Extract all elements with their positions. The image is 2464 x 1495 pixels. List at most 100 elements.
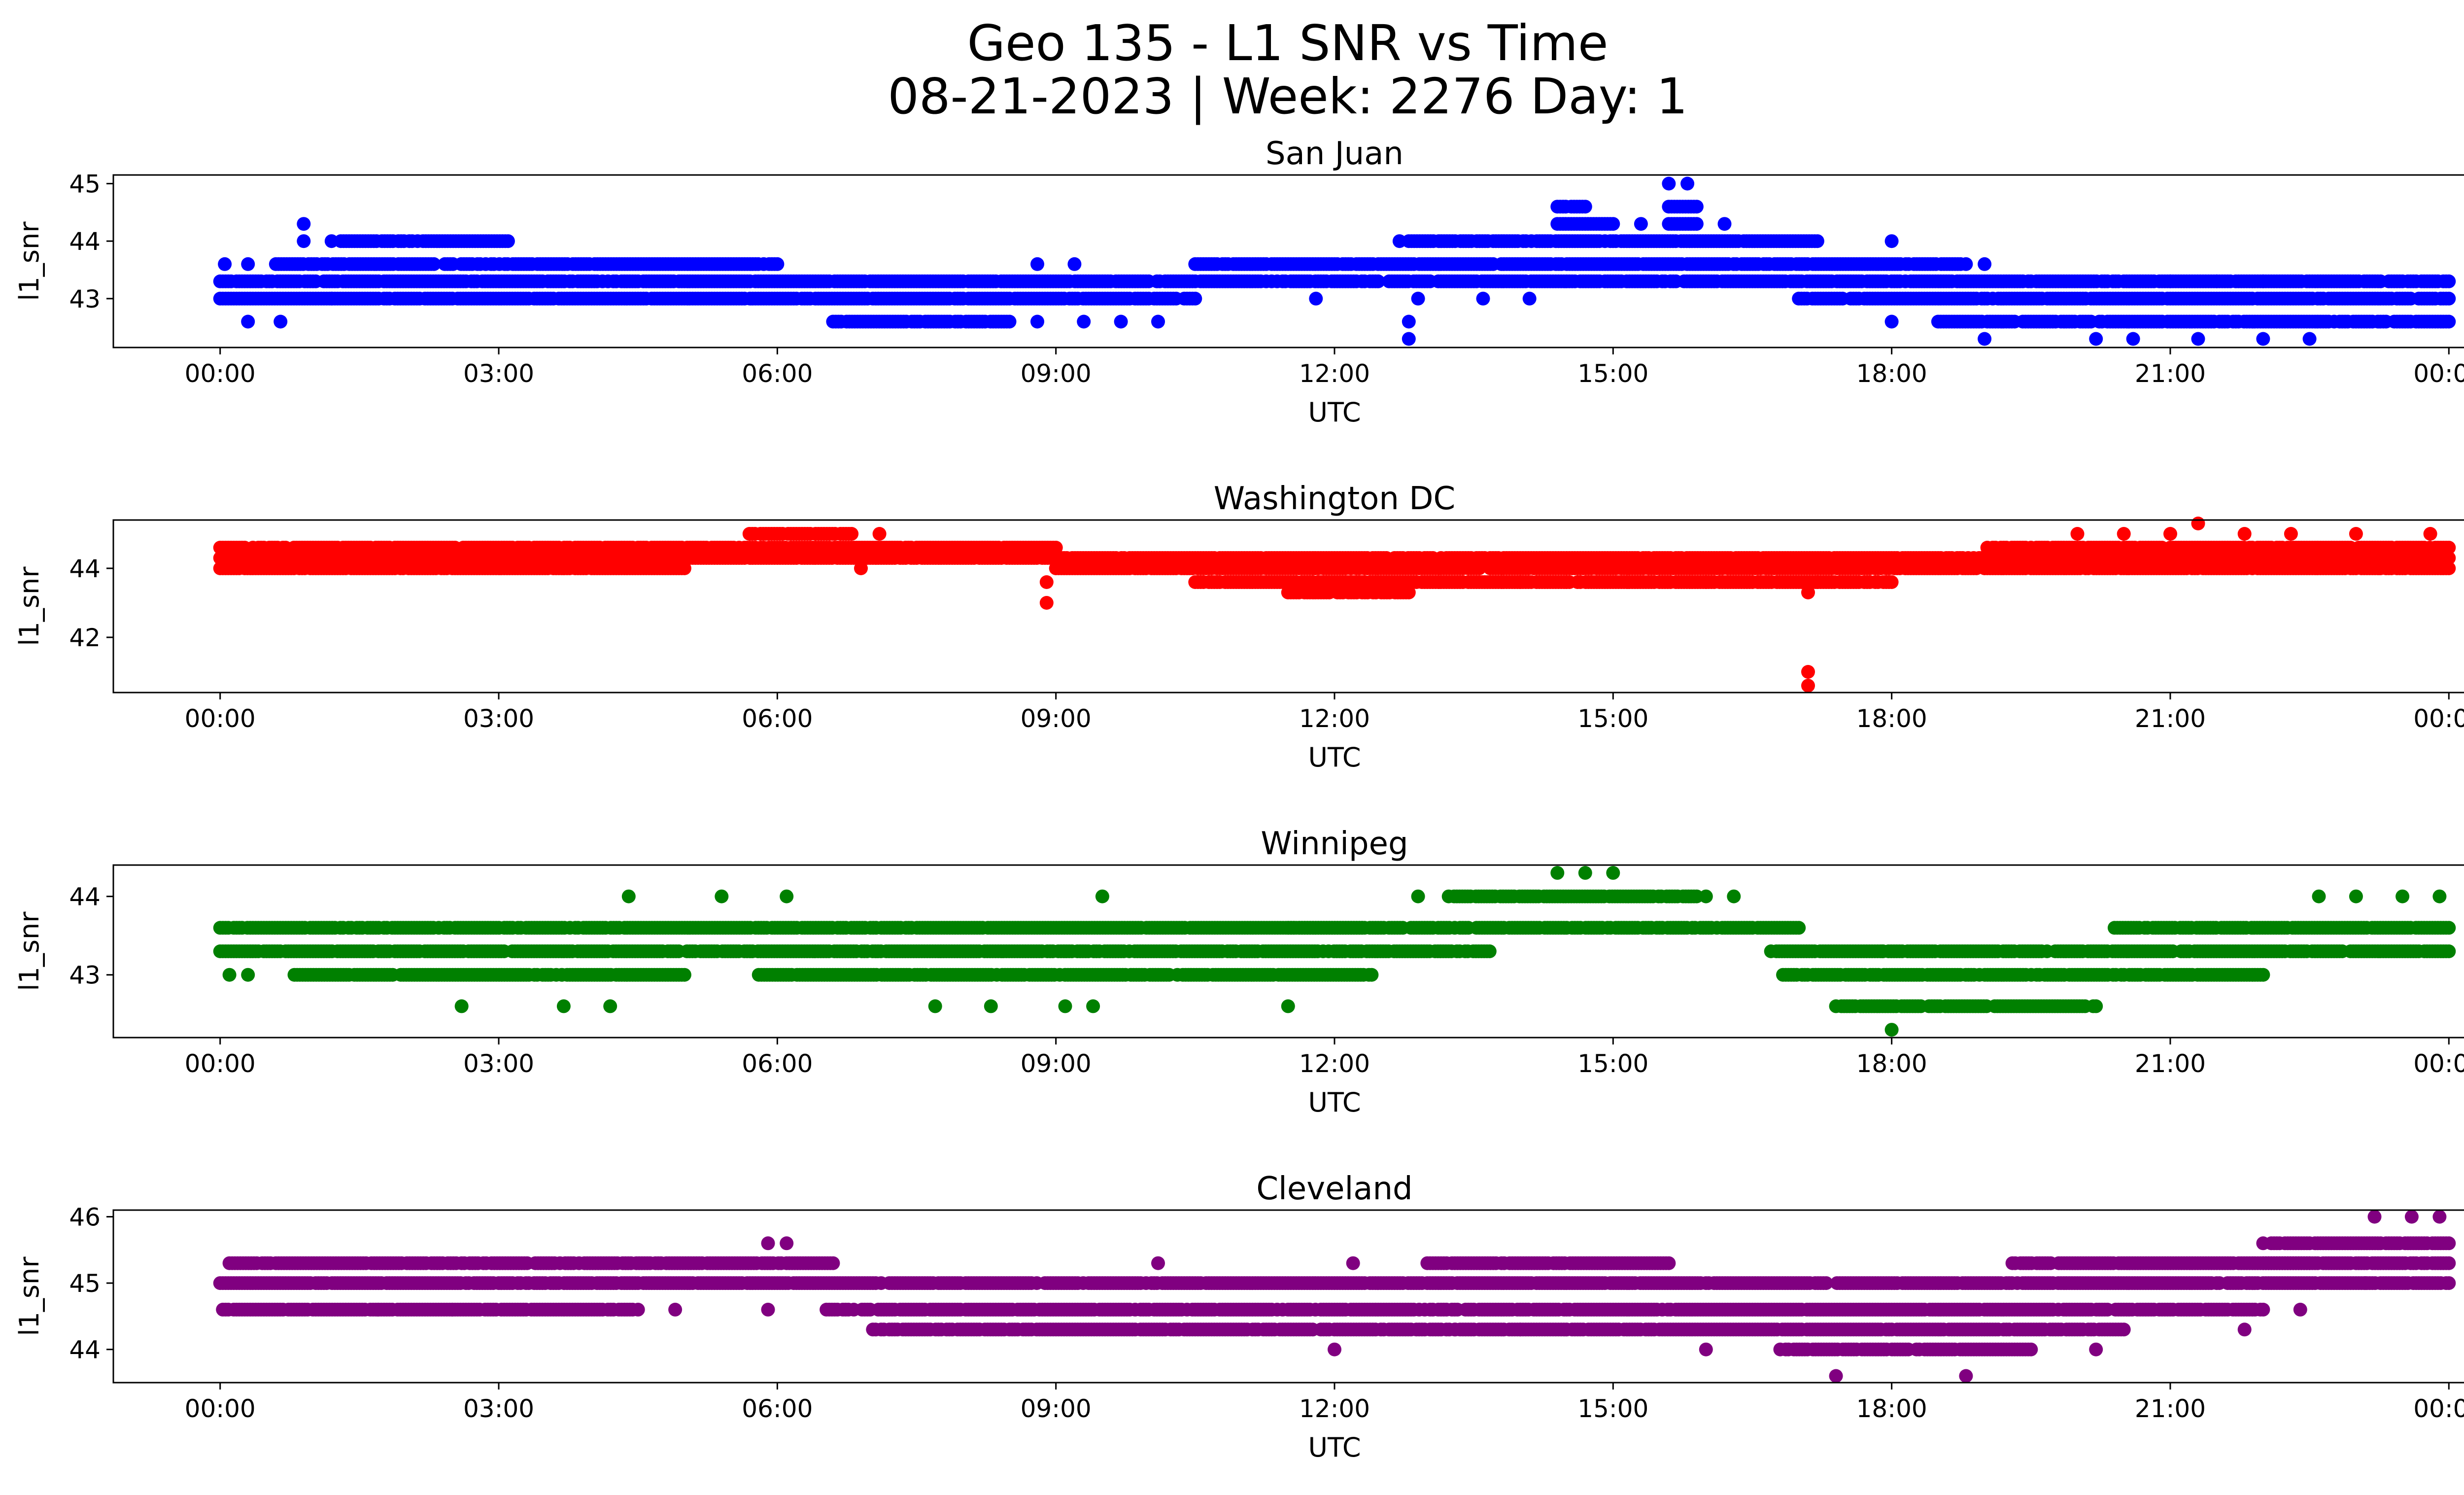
y-tick-label: 44 [69,227,101,256]
data-point [1680,176,1695,191]
data-point [1039,596,1054,610]
data-point [1188,291,1202,306]
x-tick-label: 06:00 [742,359,813,388]
data-point [218,257,232,271]
x-tick-label: 21:00 [2135,359,2206,388]
data-point [297,234,311,248]
data-point [1884,314,1899,329]
data-point [677,561,691,575]
data-point [2442,541,2456,555]
data-point [1884,234,1899,248]
data-point [1402,314,1416,329]
x-axis-label: UTC [1308,742,1361,773]
data-point [2191,517,2205,530]
data-point [1522,291,1537,306]
data-point [1030,314,1044,329]
data-point [1606,217,1620,231]
data-point [1030,257,1044,271]
data-point [872,527,887,541]
data-point [1689,217,1704,231]
data-point [1959,257,1973,271]
data-point [2070,527,2085,541]
data-point [1717,217,1732,231]
data-point [1810,234,1824,248]
data-point [2237,527,2252,541]
x-tick-label: 00:00 [2413,359,2464,388]
data-point [274,314,288,329]
data-point [1151,314,1165,329]
x-tick-label: 12:00 [1299,704,1370,733]
data-point [324,291,339,306]
scatter-series [213,176,2456,346]
data-point [1810,575,1824,589]
data-point [2349,527,2363,541]
data-point [1309,291,1323,306]
data-point [1392,234,1406,248]
x-tick-label: 09:00 [1021,704,1092,733]
data-point [2442,314,2456,329]
data-point [501,234,515,248]
data-point [1402,332,1416,346]
x-tick-label: 09:00 [1021,359,1092,388]
data-point [1049,541,1063,555]
data-point [2256,332,2270,346]
data-point [241,257,255,271]
x-tick-label: 00:00 [185,704,256,733]
data-point [1002,314,1017,329]
x-tick-label: 06:00 [742,704,813,733]
data-point [2163,274,2177,288]
data-point [2117,527,2131,541]
data-point [1513,575,1527,589]
data-point [324,234,339,248]
data-point [1689,200,1704,214]
x-tick-label: 00:00 [2413,704,2464,733]
figure-title-line1: Geo 135 - L1 SNR vs Time [967,14,1608,72]
scatter-series [213,517,2456,693]
data-point [1978,257,1992,271]
data-point [1801,665,1815,679]
data-point [2442,561,2456,575]
x-tick-label: 00:00 [185,359,256,388]
data-point [2191,332,2205,346]
subplot-title: San Juan [1266,136,1403,172]
data-point [1482,944,1497,958]
data-point [2126,332,2140,346]
y-axis-label: l1_snr [14,221,45,301]
data-point [241,314,255,329]
data-point [1077,314,1091,329]
x-tick-label: 15:00 [1577,704,1648,733]
data-point [2423,527,2437,541]
x-tick-label: 21:00 [2135,704,2206,733]
x-tick-label: 15:00 [1577,359,1648,388]
data-point [1801,586,1815,599]
data-point [1476,291,1490,306]
data-point [770,257,785,271]
x-tick-label: 12:00 [1299,359,1370,388]
x-tick-label: 18:00 [1856,704,1927,733]
data-point [1411,291,1425,306]
data-point [1402,586,1416,599]
data-point [2442,291,2456,306]
data-point [1067,257,1082,271]
x-tick-label: 03:00 [463,359,534,388]
data-point [1039,575,1054,589]
data-point [2163,527,2177,541]
data-point [2256,274,2270,288]
subplot-title: Washington DC [1214,481,1455,517]
data-point [2089,332,2103,346]
data-point [1578,200,1592,214]
data-point [1699,575,1713,589]
figure-title-line2: 08-21-2023 | Week: 2276 Day: 1 [888,68,1688,125]
data-point [1114,314,1128,329]
data-point [1371,274,1385,288]
data-point [427,257,441,271]
data-point [1801,679,1815,693]
x-axis-label: UTC [1308,397,1361,428]
data-point [1978,332,1992,346]
data-point [297,217,311,231]
